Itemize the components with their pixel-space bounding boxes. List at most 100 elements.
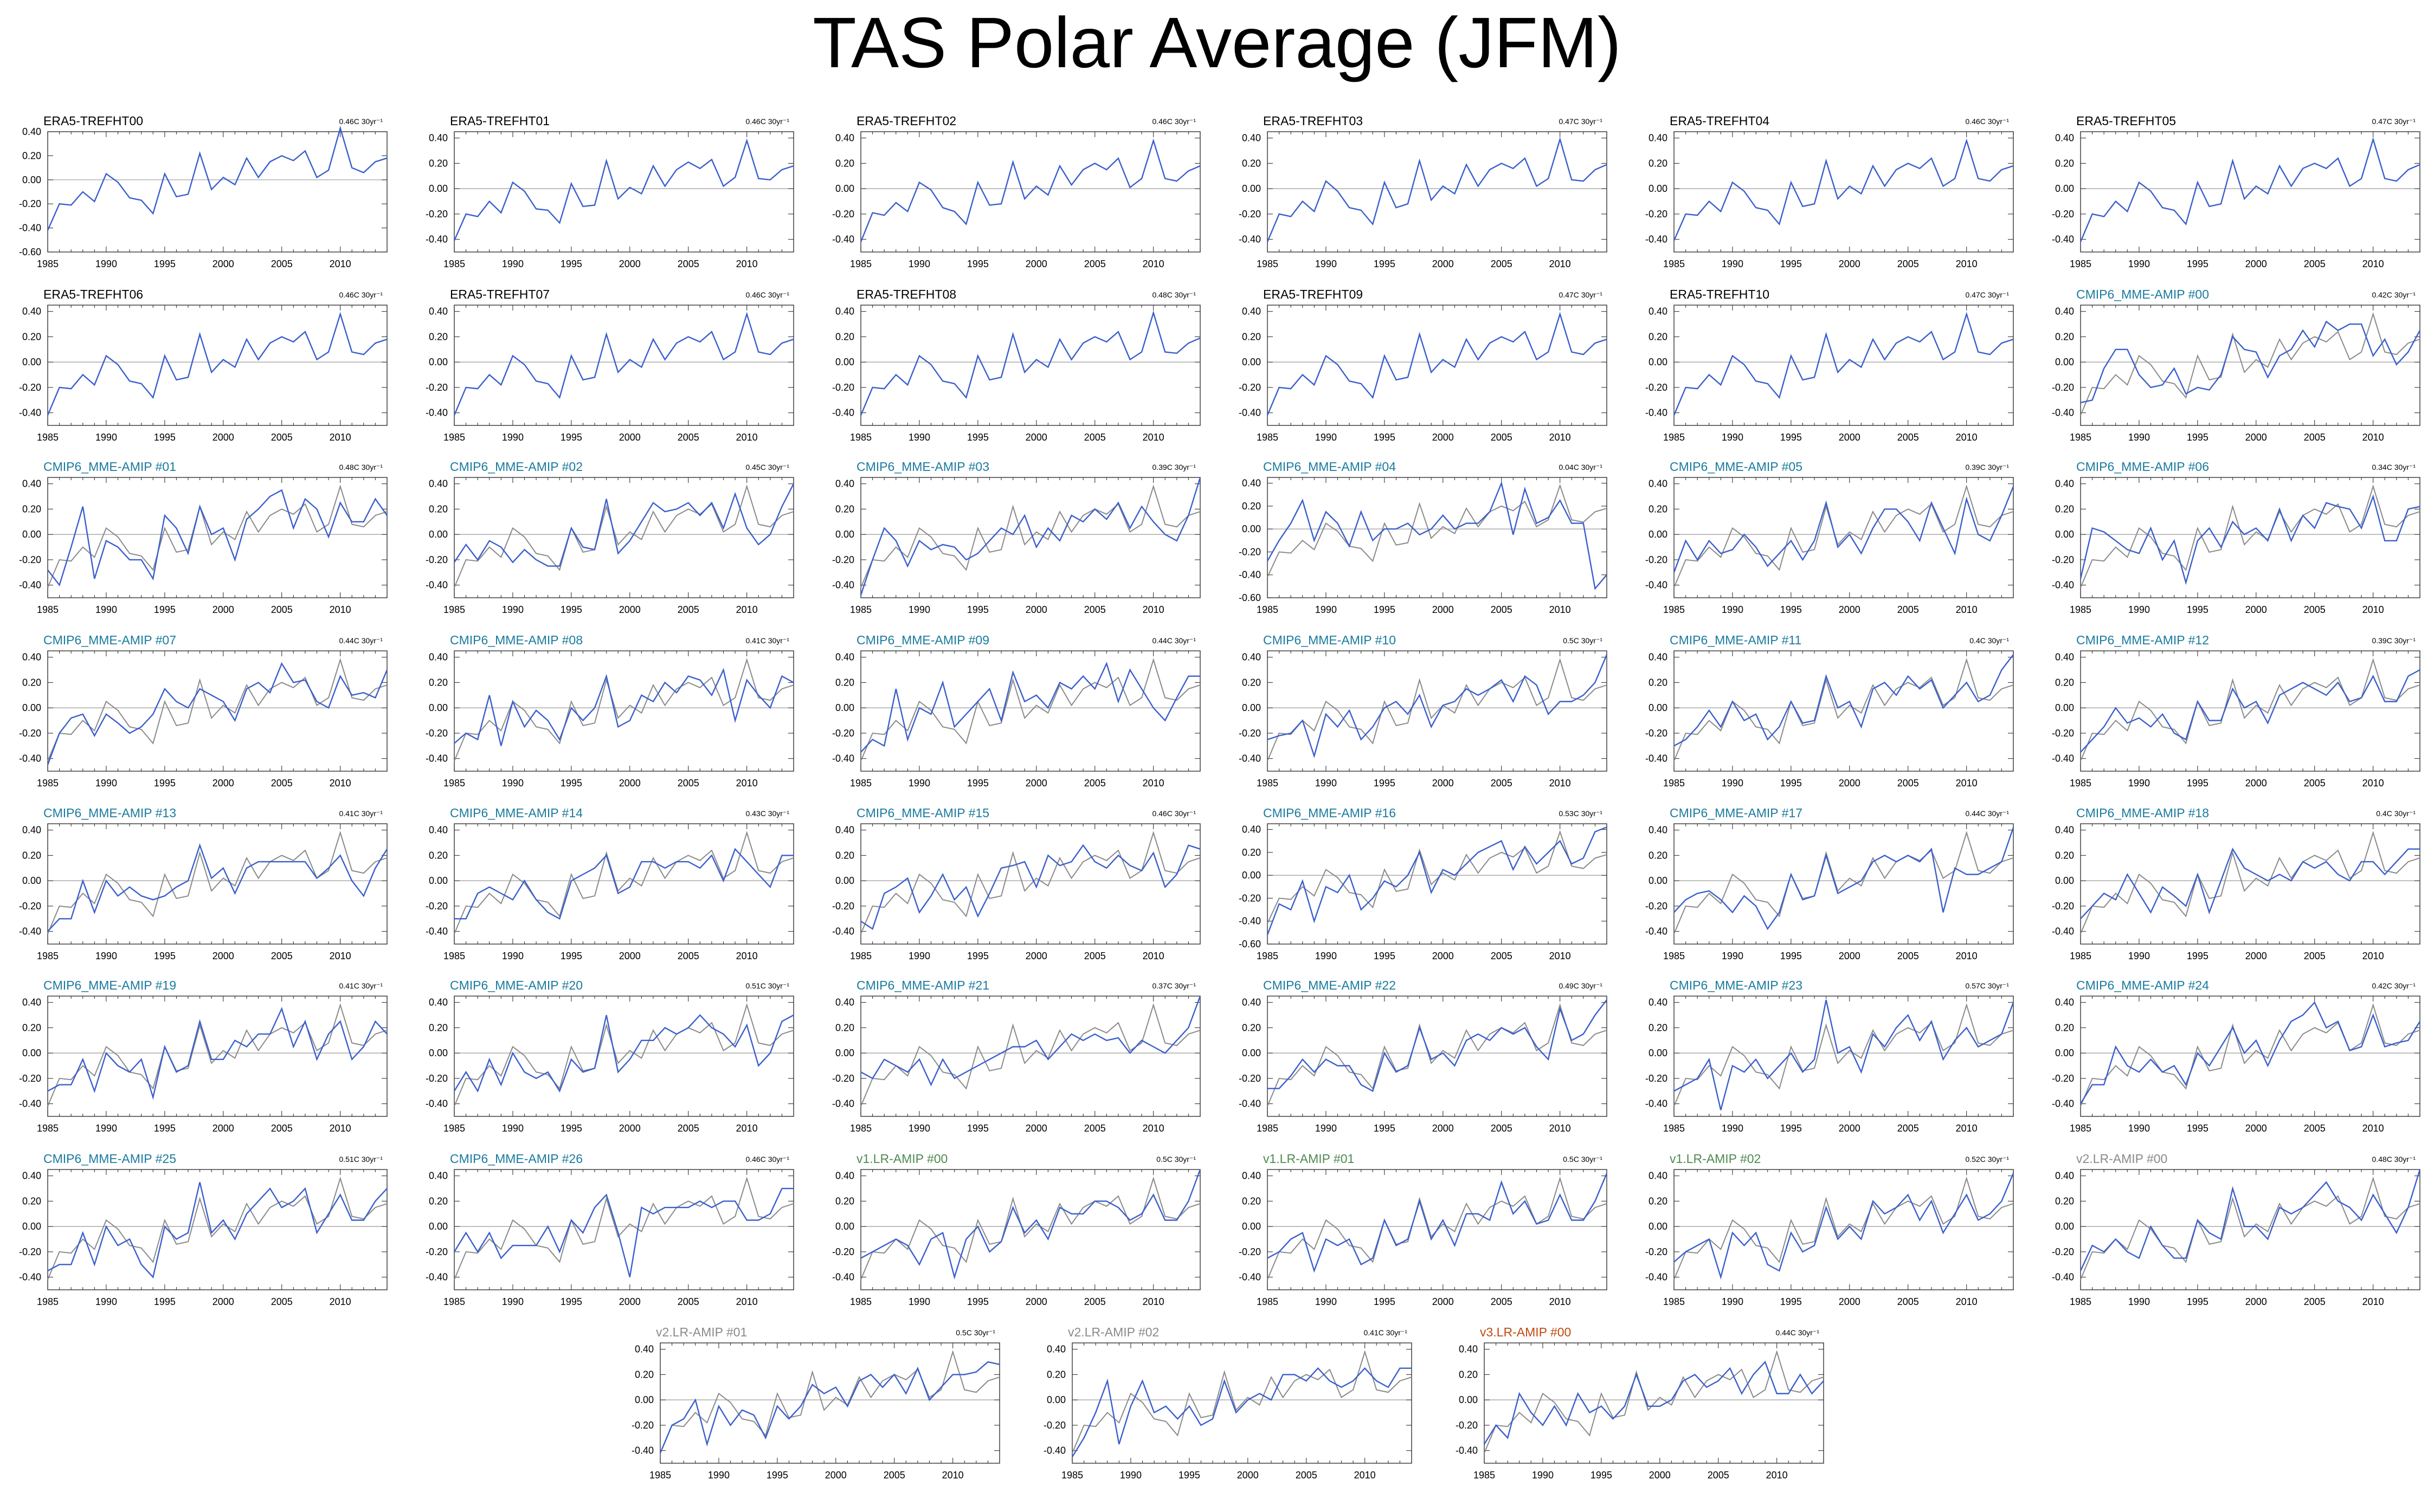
y-tick-label: -0.40 <box>19 223 41 234</box>
model-series-line <box>1266 826 1607 935</box>
trend-label: 0.37C 30yr⁻¹ <box>1152 981 1196 990</box>
y-tick-label: 0.00 <box>835 1221 854 1232</box>
x-tick-label: 1990 <box>1315 259 1337 269</box>
x-tick-label: 1995 <box>1780 951 1802 961</box>
panel-title: v2.LR-AMIP #00 <box>2076 1152 2167 1166</box>
chart-panel: CMIP6_MME-AMIP #11 0.4C 30yr⁻¹ 0.40 0.20 0.0… <box>1645 633 2014 789</box>
chart-panel: CMIP6_MME-AMIP #24 0.42C 30yr⁻¹ 0.40 0.20 0.… <box>2052 978 2421 1134</box>
x-tick-label: 2005 <box>271 951 293 961</box>
y-tick-label: 0.40 <box>1242 133 1261 144</box>
y-tick-label: -0.20 <box>1456 1420 1478 1431</box>
model-series-line <box>453 312 794 416</box>
x-tick-label: 2010 <box>1549 951 1571 961</box>
x-tick-label: 2000 <box>1649 1470 1671 1481</box>
panel-title: CMIP6_MME-AMIP #00 <box>2076 287 2209 301</box>
y-tick-label: -0.20 <box>2052 1246 2074 1257</box>
y-tick-label: 0.40 <box>429 1171 448 1181</box>
x-tick-label: 2005 <box>2304 1123 2326 1134</box>
y-tick-label: 0.40 <box>2055 997 2074 1008</box>
chart-panel: v2.LR-AMIP #02 0.41C 30yr⁻¹ 0.40 0.20 0.00 -0… <box>1044 1325 1412 1481</box>
panel-title: ERA5-TREFHT09 <box>1263 287 1363 301</box>
trend-label: 0.42C 30yr⁻¹ <box>2372 290 2416 299</box>
y-tick-label: 0.00 <box>2055 529 2074 540</box>
reference-series-line <box>1267 657 1607 761</box>
plot-frame <box>454 477 794 598</box>
x-tick-label: 1990 <box>2128 432 2150 443</box>
x-tick-label: 2010 <box>2362 432 2384 443</box>
plot-frame <box>1673 305 2014 426</box>
trend-label: 0.49C 30yr⁻¹ <box>1559 981 1602 990</box>
y-tick-label: -0.40 <box>2052 753 2074 764</box>
x-tick-label: 2010 <box>1766 1470 1788 1481</box>
y-tick-label: 0.40 <box>1649 1171 1667 1181</box>
panel-title: CMIP6_MME-AMIP #21 <box>857 978 989 992</box>
y-tick-label: 0.40 <box>1459 1344 1478 1355</box>
x-tick-label: 1985 <box>850 259 872 269</box>
x-tick-label: 2000 <box>619 259 641 269</box>
x-tick-label: 2000 <box>213 432 234 443</box>
y-tick-label: 0.20 <box>2055 158 2074 169</box>
x-tick-label: 2000 <box>1839 778 1860 789</box>
y-tick-label: 0.40 <box>1649 652 1667 663</box>
y-tick-label: -0.40 <box>632 1445 654 1456</box>
y-tick-label: 0.40 <box>22 652 41 663</box>
panel-title: ERA5-TREFHT07 <box>450 287 550 301</box>
y-tick-label: -0.40 <box>1239 234 1261 245</box>
x-tick-label: 2010 <box>736 259 758 269</box>
x-tick-label: 1990 <box>95 1296 117 1307</box>
x-tick-label: 2005 <box>884 1470 905 1481</box>
y-tick-label: 0.20 <box>1242 847 1261 858</box>
chart-panel: v1.LR-AMIP #00 0.5C 30yr⁻¹ 0.40 0.20 0.00 -0.… <box>832 1152 1201 1307</box>
model-series-line <box>453 1187 794 1277</box>
reference-series-line <box>454 830 794 934</box>
x-tick-label: 1990 <box>909 259 930 269</box>
y-tick-label: 0.40 <box>2055 306 2074 317</box>
x-tick-label: 2010 <box>736 778 758 789</box>
x-tick-label: 2010 <box>1549 432 1571 443</box>
chart-panel: CMIP6_MME-AMIP #07 0.44C 30yr⁻¹ 0.40 0.20 0.… <box>19 633 388 789</box>
x-tick-label: 2005 <box>1491 604 1512 615</box>
x-tick-label: 2005 <box>1491 432 1512 443</box>
model-series-line <box>860 662 1200 753</box>
plot-frame <box>860 305 1201 426</box>
panel-title: CMIP6_MME-AMIP #07 <box>43 633 176 647</box>
model-series-line <box>47 843 388 932</box>
x-tick-label: 1995 <box>967 1123 989 1134</box>
trend-label: 0.44C 30yr⁻¹ <box>1775 1328 1819 1337</box>
y-tick-label: 0.40 <box>835 652 854 663</box>
x-tick-label: 1985 <box>649 1470 671 1481</box>
x-tick-label: 2005 <box>2304 778 2326 789</box>
y-tick-label: 0.20 <box>2055 1022 2074 1033</box>
y-tick-label: 0.00 <box>22 357 41 367</box>
y-tick-label: 0.00 <box>1649 702 1667 713</box>
plot-frame <box>47 650 388 772</box>
x-tick-label: 2005 <box>1708 1470 1729 1481</box>
x-tick-label: 1985 <box>2070 1123 2091 1134</box>
x-tick-label: 2000 <box>1432 259 1454 269</box>
reference-series-line <box>860 484 1201 588</box>
plot-frame <box>47 477 388 598</box>
panel-title: v1.LR-AMIP #02 <box>1670 1152 1761 1166</box>
y-tick-label: -0.40 <box>2052 580 2074 591</box>
y-tick-label: 0.40 <box>1649 825 1667 836</box>
model-series-line <box>1267 1173 1608 1273</box>
y-tick-label: 0.00 <box>1649 183 1667 194</box>
model-series-line <box>453 1014 794 1093</box>
reference-series-line <box>2080 1176 2420 1280</box>
y-tick-label: 0.20 <box>1242 331 1261 342</box>
y-tick-label: 0.20 <box>2055 1196 2074 1206</box>
x-tick-label: 1985 <box>443 432 465 443</box>
x-tick-label: 1995 <box>1780 1296 1802 1307</box>
y-tick-label: -0.40 <box>1239 753 1261 764</box>
model-series-line <box>860 477 1201 596</box>
panel-title: CMIP6_MME-AMIP #06 <box>2076 460 2209 474</box>
plot-frame <box>1484 1342 1824 1464</box>
x-tick-label: 2005 <box>2304 951 2326 961</box>
y-tick-label: -0.20 <box>1239 893 1261 903</box>
x-tick-label: 2010 <box>1354 1470 1376 1481</box>
x-tick-label: 2005 <box>1491 951 1512 961</box>
x-tick-label: 1990 <box>502 259 524 269</box>
panel-title: ERA5-TREFHT03 <box>1263 114 1363 128</box>
y-tick-label: -0.40 <box>19 926 41 937</box>
model-series-line <box>454 668 794 746</box>
